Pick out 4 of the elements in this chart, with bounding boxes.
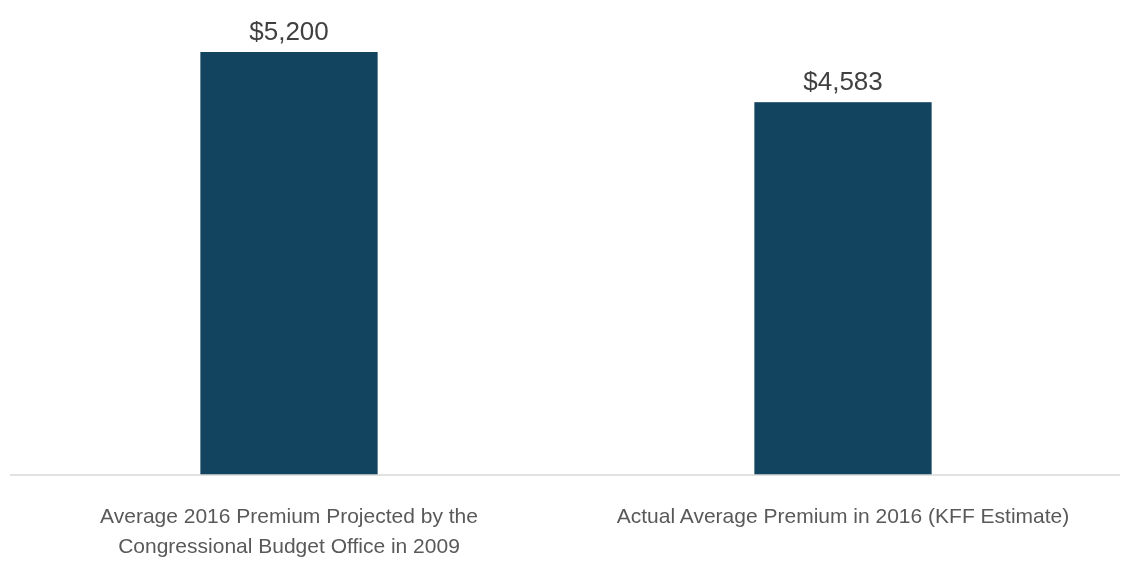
- data-label: $4,583: [803, 66, 883, 97]
- data-label: $5,200: [249, 16, 329, 46]
- x-tick-label: Average 2016 Premium Projected by the Congressional Budget Office in 2009: [100, 504, 478, 557]
- x-tick-label: Actual Average Premium in 2016 (KFF Estimate): [616, 504, 1070, 527]
